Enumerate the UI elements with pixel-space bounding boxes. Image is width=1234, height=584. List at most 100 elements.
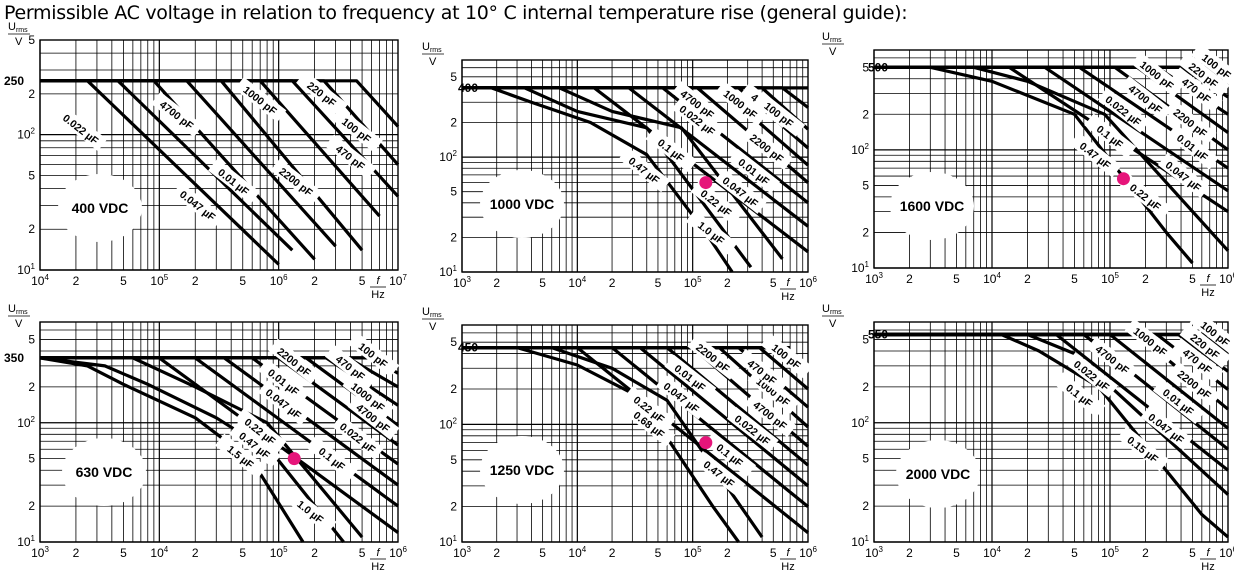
operating-point-marker — [699, 176, 713, 190]
x-tick-label: 2 — [192, 546, 199, 560]
plot-frame — [873, 321, 1229, 543]
label-backdrop — [58, 174, 142, 242]
label-backdrop — [480, 436, 564, 504]
x-tick-label: 104 — [31, 273, 49, 288]
label-pad — [1119, 173, 1172, 220]
y-axis-label: Urms — [8, 303, 28, 316]
y-tick-label: 102 — [17, 415, 35, 430]
label-pad — [671, 81, 724, 127]
y-tick-label: 101 — [439, 534, 457, 549]
y-tick-label: 5 — [450, 185, 457, 199]
x-tick-label: 106 — [1219, 271, 1234, 286]
label-pad — [229, 422, 281, 468]
label-pad — [1119, 75, 1172, 122]
label-pad — [736, 348, 789, 394]
label-pad — [714, 168, 767, 214]
label-pad — [258, 380, 310, 426]
y-tick-label: 5 — [450, 70, 457, 84]
y-axis-label: Urms — [422, 41, 442, 54]
plot-frame — [461, 59, 809, 273]
chart-1250-vdc: 0.68 µF0.47 µF0.22 µF0.1 µF0.047 µF0.022… — [422, 306, 817, 573]
x-tick-label: 2 — [609, 546, 616, 560]
label-pad — [331, 107, 383, 153]
x-axis-unit: Hz — [781, 291, 794, 303]
y-tick-label: 102 — [439, 416, 457, 431]
chart-1000-vdc: 1.0 µF0.47 µF0.22 µF0.1 µF0.047 µF0.022 … — [422, 41, 817, 303]
label-pad — [215, 433, 267, 479]
y-tick-label: 5 — [450, 453, 457, 467]
label-pad — [1164, 99, 1217, 145]
x-tick-label: 106 — [389, 545, 407, 560]
y-tick-label: 2 — [862, 225, 869, 239]
y-tick-label: 2 — [450, 500, 457, 514]
x-tick-label: 105 — [1101, 545, 1119, 560]
x-tick-label: 5 — [120, 546, 127, 560]
y-tick-label: 102 — [17, 127, 35, 142]
label-pad — [1140, 405, 1193, 451]
y-tick-label: 102 — [851, 142, 869, 157]
x-tick-label: 104 — [983, 271, 1001, 286]
label-pad — [234, 408, 287, 454]
x-tick-label: 104 — [150, 545, 168, 560]
label-pad — [1124, 318, 1177, 364]
y-axis-label: Urms — [8, 21, 28, 34]
x-tick-label: 5 — [953, 546, 960, 560]
x-tick-label: 106 — [1219, 545, 1234, 560]
y-axis-unit: V — [429, 321, 437, 333]
y-tick-label: 2 — [450, 382, 457, 396]
x-axis-label: f — [376, 547, 380, 559]
y-tick-label: 5 — [862, 452, 869, 466]
label-pad — [347, 394, 400, 440]
label-pad — [1179, 323, 1232, 369]
y-tick-label: 5 — [28, 168, 35, 182]
y-axis-label: Urms — [822, 303, 842, 316]
x-axis-label: f — [786, 277, 790, 289]
x-tick-label: 103 — [31, 545, 49, 560]
y-tick-label: 2 — [862, 499, 869, 513]
x-axis-label: f — [376, 275, 380, 287]
y-tick-label: 2 — [450, 230, 457, 244]
y-axis-unit: V — [829, 46, 837, 58]
x-tick-label: 103 — [453, 545, 471, 560]
label-pad — [655, 374, 708, 420]
x-tick-label: 105 — [1101, 271, 1119, 286]
label-pad — [690, 179, 743, 225]
label-pad — [342, 373, 395, 419]
page-title: Permissible AC voltage in relation to fr… — [4, 2, 908, 24]
label-pad — [1117, 426, 1170, 472]
x-tick-label: 106 — [799, 275, 817, 290]
x-tick-label: 104 — [568, 545, 586, 560]
plateau-label: 450 — [458, 341, 478, 355]
label-pad — [671, 97, 724, 143]
label-pad — [1157, 153, 1210, 199]
x-tick-label: 2 — [609, 276, 616, 290]
label-pad — [208, 158, 260, 204]
label-pad — [693, 450, 746, 496]
x-tick-label: 5 — [655, 546, 662, 560]
label-pad — [1189, 310, 1234, 356]
y-tick-label: 5 — [862, 60, 869, 74]
x-tick-label: 5 — [770, 276, 777, 290]
x-tick-label: 2 — [73, 274, 80, 288]
x-tick-label: 5 — [770, 546, 777, 560]
y-tick-label: 5 — [450, 335, 457, 349]
x-tick-label: 2 — [311, 546, 318, 560]
plateau-label: 550 — [868, 327, 888, 341]
x-axis-unit: Hz — [1201, 561, 1214, 573]
x-axis-unit: Hz — [1201, 287, 1214, 299]
y-axis-label: Urms — [422, 306, 442, 319]
series-label: 1000 pF — [1124, 318, 1177, 364]
y-tick-label: 5 — [28, 33, 35, 47]
x-tick-label: 103 — [865, 545, 883, 560]
chart-1600-vdc: 0.47 µF0.22 µF0.1 µF0.047 µF0.022 µF0.01… — [822, 31, 1234, 299]
x-tick-label: 105 — [684, 275, 702, 290]
label-backdrop — [62, 438, 146, 506]
x-tick-label: 104 — [568, 275, 586, 290]
y-tick-label: 2 — [28, 87, 35, 101]
plot-frame — [39, 321, 399, 543]
x-tick-label: 2 — [906, 272, 913, 286]
label-pad — [296, 70, 349, 117]
x-axis-unit: Hz — [371, 289, 384, 301]
x-tick-label: 2 — [1024, 272, 1031, 286]
x-tick-label: 2 — [1142, 546, 1149, 560]
